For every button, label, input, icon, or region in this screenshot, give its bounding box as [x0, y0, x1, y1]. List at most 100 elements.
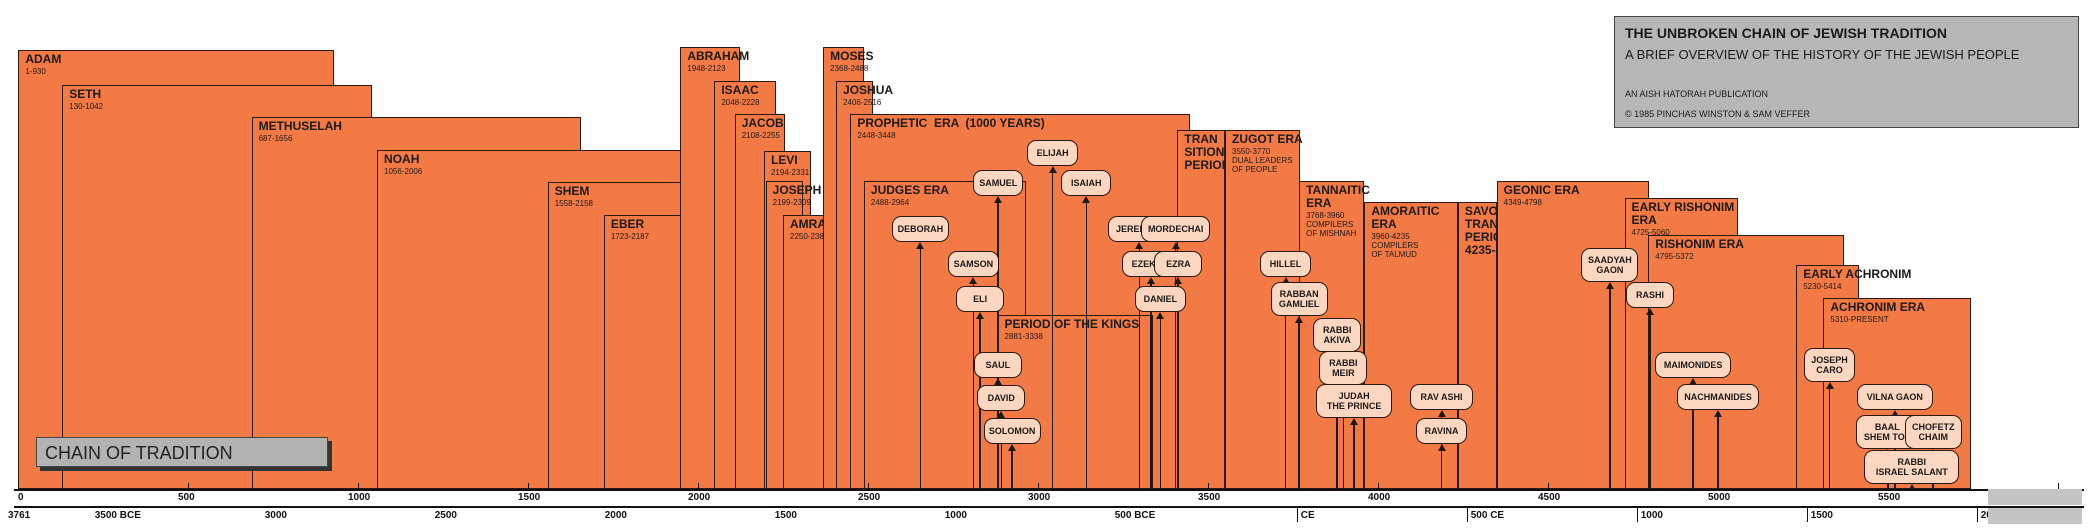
lineage-stem	[1649, 312, 1651, 489]
lineage-stem	[1174, 246, 1177, 489]
arrow-up-icon	[993, 378, 1002, 385]
lineage-stem	[1150, 281, 1152, 489]
lineage-stem	[1177, 281, 1180, 489]
arrow-up-icon	[1008, 444, 1017, 451]
person-span-dates: 2048-2228	[721, 98, 760, 107]
tick-mark	[1806, 506, 1808, 522]
lineage-stem	[1336, 356, 1338, 489]
lineage-stem	[997, 200, 999, 489]
tick-label-bce: 3500 BCE	[94, 510, 141, 521]
tick-label-bce: 3000	[264, 510, 287, 521]
tick-label-year: 5000	[1708, 492, 1731, 503]
tick-mark	[18, 483, 19, 489]
chain-label-text: CHAIN OF TRADITION	[45, 443, 233, 463]
arrow-up-icon	[1907, 484, 1916, 491]
era-dates: 4349-4798	[1503, 198, 1542, 207]
person-hillel: HILLEL	[1260, 251, 1311, 277]
axis-end-shade-top	[1988, 489, 2082, 505]
arrow-up-icon	[1890, 410, 1899, 417]
lineage-stem	[1353, 422, 1355, 489]
arrow-up-icon	[1714, 410, 1722, 417]
lineage-stem	[1440, 448, 1443, 489]
person-saadyah-gaon: SAADYAH GAON	[1581, 248, 1639, 282]
person-span-dates: 1723-2187	[610, 232, 650, 241]
person-ezra: EZRA	[1154, 251, 1203, 277]
tick-label-year: 500	[178, 492, 195, 503]
person-span-name: JOSHUA	[843, 83, 894, 97]
arrow-up-icon	[1295, 316, 1304, 323]
tick-label-year: 4000	[1368, 492, 1391, 503]
era-dates: 2488-2964	[870, 198, 910, 207]
era-dates: 4795-5372	[1655, 252, 1694, 261]
tick-label-bce: 500 BCE	[1114, 510, 1156, 521]
lineage-stem	[1284, 281, 1287, 489]
arrow-up-icon	[1437, 444, 1446, 451]
era-name: PROPHETIC ERA (1000 YEARS)	[857, 116, 1045, 130]
tick-mark	[2058, 483, 2059, 489]
person-isaiah: ISAIAH	[1061, 170, 1112, 196]
person-span-dates: 1948-2123	[687, 64, 726, 73]
tick-label-bce: 2000	[604, 510, 627, 521]
person-span-dates: 1056-2006	[384, 167, 423, 176]
tick-mark	[528, 483, 529, 489]
tick-mark	[868, 483, 869, 489]
person-vilna-gaon: VILNA GAON	[1856, 384, 1933, 410]
tick-mark	[1976, 506, 1978, 522]
person-span-name: NOAH	[384, 152, 420, 166]
arrow-up-icon	[994, 196, 1003, 203]
title-heading: THE UNBROKEN CHAIN OF JEWISH TRADITION	[1625, 25, 1947, 41]
era-name: GEONIC ERA	[1503, 183, 1580, 197]
person-nachmanides: NACHMANIDES	[1676, 384, 1760, 410]
person-rav-ashi: RAV ASHI	[1409, 384, 1474, 410]
tick-label-bce: 1500	[774, 510, 797, 521]
lineage-stem	[1051, 170, 1054, 489]
person-span-name: MOSES	[830, 49, 874, 63]
axis-end-shade-bottom	[1988, 508, 2082, 524]
lineage-stem	[1159, 316, 1162, 489]
tick-mark	[1636, 506, 1638, 522]
person-span-dates: 2194-2331	[770, 168, 810, 177]
lineage-stem	[1692, 382, 1694, 489]
era-dates: 3768-3960 COMPILERS OF MISHNAH	[1306, 211, 1357, 238]
person-span-dates: 1558-2158	[554, 199, 593, 208]
arrow-up-icon	[1646, 308, 1654, 315]
person-span-dates: 2108-2255	[741, 131, 780, 140]
era-zugot-era: ZUGOT ERA 3550-3770 DUAL LEADERS OF PEOPL…	[1225, 130, 1303, 489]
era-name: TANNAITIC ERA	[1306, 183, 1370, 210]
tick-label-ce: 1500	[1810, 510, 1833, 521]
person-joseph-caro: JOSEPH CARO	[1804, 348, 1855, 382]
lineage-stem	[1138, 246, 1141, 489]
lineage-stem	[1717, 414, 1719, 489]
person-span-dates: 130-1042	[69, 102, 103, 111]
tick-label-bce: 3761	[8, 510, 31, 521]
tick-label-year: 0	[18, 492, 24, 503]
era-dates: 2881-3338	[1004, 332, 1043, 341]
person-mordechai: MORDECHAI	[1140, 216, 1211, 242]
person-span-name: JOSEPH	[772, 183, 822, 197]
tick-mark	[1466, 506, 1468, 522]
tick-mark	[358, 483, 359, 489]
person-deborah: DEBORAH	[891, 216, 949, 242]
person-span-dates: 2406-2516	[843, 98, 882, 107]
arrow-up-icon	[916, 242, 925, 249]
person-span-name: ABRAHAM	[687, 49, 750, 63]
arrow-up-icon	[1156, 312, 1165, 319]
person-eli: ELI	[956, 286, 1005, 312]
era-name: ACHRONIM ERA	[1830, 300, 1926, 314]
person-rabbi-israel-salant: RABBI ISRAEL SALANT	[1864, 450, 1960, 484]
era-dates: 3550-3770 DUAL LEADERS OF PEOPLE	[1232, 147, 1293, 174]
era-name: RISHONIM ERA	[1655, 237, 1744, 251]
era-dates: 2448-3448	[857, 131, 896, 140]
era-name: JUDGES ERA	[870, 183, 949, 197]
era-name: AMORAITIC ERA	[1371, 204, 1440, 231]
arrow-up-icon	[1146, 277, 1155, 284]
tick-label-year: 1000	[348, 492, 371, 503]
era-dates: 3960-4235 COMPILERS OF TALMUD	[1371, 232, 1419, 259]
person-span-amram: AMRAM 2250-2387	[783, 215, 836, 489]
person-david: DAVID	[977, 385, 1026, 411]
arrow-up-icon	[976, 312, 985, 319]
tick-label-year: 5500	[1878, 492, 1901, 503]
era-name: EARLY ACHRONIM	[1803, 267, 1912, 281]
tick-label-ce: 1000	[1640, 510, 1663, 521]
person-span-name: ADAM	[25, 52, 62, 66]
